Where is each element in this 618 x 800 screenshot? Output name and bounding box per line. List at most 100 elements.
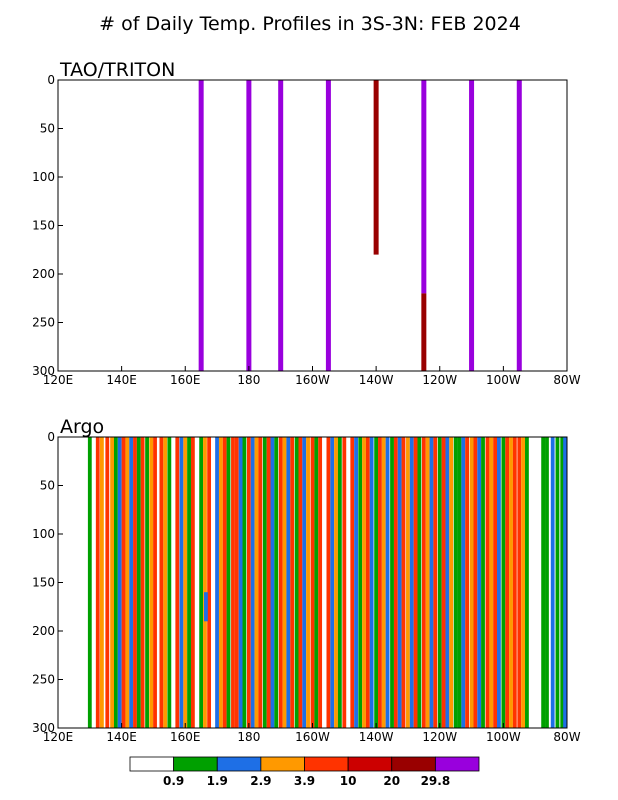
argo-stripe-106 xyxy=(550,437,555,728)
argo-y-tick-label: 200 xyxy=(32,624,55,638)
tao-triton-panel-title: TAO/TRITON xyxy=(59,59,175,81)
argo-stripe-55 xyxy=(330,437,335,728)
argo-stripe-68 xyxy=(385,437,390,728)
argo-stripe-52 xyxy=(314,437,319,728)
argo-stripe-26 xyxy=(207,437,212,728)
tao-mooring-1 xyxy=(246,80,252,371)
argo-stripe-36 xyxy=(250,437,255,728)
tao-x-tick-label: 140W xyxy=(359,373,394,387)
argo-stripe-60 xyxy=(354,437,358,728)
argo-stripe-10 xyxy=(133,437,137,728)
colorbar-swatch-6 xyxy=(391,756,436,772)
tao-x-tick-label: 140E xyxy=(106,373,137,387)
chart-title: # of Daily Temp. Profiles in 3S-3N: FEB … xyxy=(99,13,521,35)
argo-stripe-105 xyxy=(545,437,549,728)
argo-stripe-38 xyxy=(258,437,263,728)
argo-stripe-63 xyxy=(365,437,370,728)
argo-stripe-15 xyxy=(153,437,157,728)
argo-stripe-11 xyxy=(136,437,141,728)
argo-y-tick-label: 100 xyxy=(32,527,55,541)
argo-stripe-74 xyxy=(409,437,414,728)
argo-stripe-104 xyxy=(541,437,546,728)
argo-y-tick-label: 0 xyxy=(47,430,55,444)
argo-stripe-64 xyxy=(369,437,374,728)
argo-stripe-48 xyxy=(298,437,303,728)
argo-stripe-96 xyxy=(497,437,501,728)
argo-stripe-89 xyxy=(469,437,474,728)
argo-stripe-30 xyxy=(226,437,231,728)
argo-y-tick-label: 250 xyxy=(32,673,55,687)
argo-stripe-2 xyxy=(99,437,104,728)
argo-stripe-56 xyxy=(334,437,338,728)
argo-stripe-57 xyxy=(337,437,342,728)
argo-stripe-67 xyxy=(381,437,386,728)
tao-triton-frame xyxy=(57,79,568,372)
argo-stripe-0 xyxy=(87,437,92,728)
argo-stripe-41 xyxy=(270,437,275,728)
argo-x-tick-label: 140E xyxy=(106,730,137,744)
argo-x-tick-label: 120W xyxy=(422,730,457,744)
argo-stripe-62 xyxy=(362,437,366,728)
argo-x-tick-label: 120E xyxy=(43,730,74,744)
argo-stripe-85 xyxy=(453,437,458,728)
argo-stripe-14 xyxy=(149,437,154,728)
argo-stripe-5 xyxy=(113,437,118,728)
argo-stripe-1 xyxy=(95,437,100,728)
argo-stripe-46 xyxy=(290,437,295,728)
argo-stripe-98 xyxy=(505,437,510,728)
argo-stripe-35 xyxy=(246,437,251,728)
argo-stripe-95 xyxy=(493,437,498,728)
tao-y-tick-label: 300 xyxy=(32,364,55,378)
colorbar-label-1: 1.9 xyxy=(207,774,228,788)
argo-x-tick-label: 160E xyxy=(170,730,201,744)
argo-stripe-51 xyxy=(310,437,315,728)
tao-x-tick-label: 180 xyxy=(237,373,260,387)
argo-stripe-3 xyxy=(105,437,110,728)
colorbar-swatch-1 xyxy=(173,756,218,772)
argo-stripe-107 xyxy=(555,437,560,728)
argo-stripe-108 xyxy=(560,437,565,728)
argo-stripe-4 xyxy=(110,437,114,728)
tao-triton-axes: 120E 140E 160E 180 160W 140W 120W 100W 80W 0 50 100… xyxy=(32,73,581,387)
argo-stripe-8 xyxy=(125,437,130,728)
argo-stripe-21 xyxy=(183,437,188,728)
argo-y-tick-label: 50 xyxy=(40,479,55,493)
tao-x-tick-label: 100W xyxy=(486,373,521,387)
tao-mooring-7 xyxy=(469,80,475,371)
tao-x-tick-label: 120W xyxy=(422,373,457,387)
argo-panel-title: Argo xyxy=(60,416,104,438)
tao-mooring-5 xyxy=(421,80,427,294)
argo-data xyxy=(87,437,567,728)
argo-stripe-84 xyxy=(449,437,454,728)
argo-patch-0 xyxy=(204,592,208,622)
argo-stripe-50 xyxy=(306,437,310,728)
argo-stripe-54 xyxy=(326,437,331,728)
argo-stripe-20 xyxy=(179,437,184,728)
argo-stripe-59 xyxy=(350,437,355,728)
tao-x-tick-label: 160W xyxy=(295,373,330,387)
argo-stripe-83 xyxy=(445,437,450,728)
colorbar-label-0: 0.9 xyxy=(163,774,184,788)
argo-stripe-66 xyxy=(378,437,382,728)
tao-mooring-6 xyxy=(421,293,427,371)
argo-stripe-40 xyxy=(266,437,271,728)
argo-stripe-65 xyxy=(374,437,379,728)
argo-y-tick-label: 150 xyxy=(32,576,55,590)
argo-stripe-87 xyxy=(461,437,466,728)
tao-x-tick-label: 120E xyxy=(43,373,74,387)
argo-stripe-6 xyxy=(117,437,122,728)
argo-stripe-22 xyxy=(187,437,191,728)
argo-x-tick-label: 100W xyxy=(486,730,521,744)
argo-stripe-34 xyxy=(242,437,247,728)
argo-stripe-101 xyxy=(517,437,522,728)
argo-stripe-76 xyxy=(417,437,422,728)
argo-stripe-77 xyxy=(421,437,426,728)
colorbar-swatch-7 xyxy=(434,756,480,772)
colorbar-label-3: 3.9 xyxy=(294,774,315,788)
argo-stripe-109 xyxy=(563,437,567,728)
colorbar: 0.9 1.9 2.9 3.9 10 20 29.8 xyxy=(129,756,480,788)
colorbar-swatch-0 xyxy=(129,756,175,772)
argo-stripe-100 xyxy=(512,437,517,728)
tao-x-tick-label: 80W xyxy=(553,373,580,387)
tao-triton-data xyxy=(198,80,522,371)
